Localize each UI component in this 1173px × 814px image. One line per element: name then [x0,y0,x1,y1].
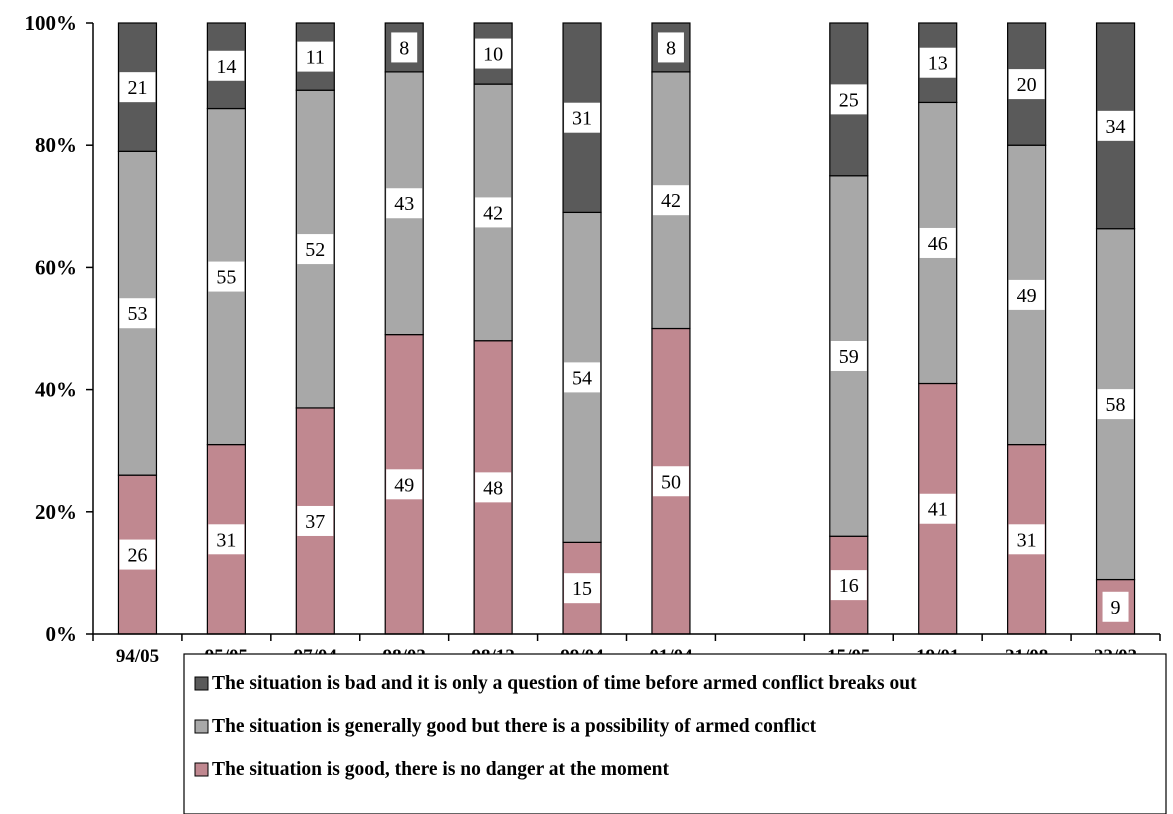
data-label: 54 [572,367,592,389]
legend-box [183,653,1167,814]
data-label-box [564,102,601,133]
data-label-box [919,227,956,258]
data-label-box [1097,389,1134,420]
data-label-box [652,466,689,497]
data-label-box [919,47,956,78]
data-label-box [1097,110,1134,141]
data-label: 21 [127,77,147,99]
data-label: 8 [666,37,676,59]
data-label: 9 [1111,597,1121,619]
data-label-box [1008,279,1045,310]
y-tick-label: 40% [35,378,77,402]
data-label: 42 [483,202,503,224]
data-label: 49 [1017,285,1037,307]
data-label-box [297,41,334,72]
y-tick-label: 100% [25,11,78,35]
legend-label: The situation is bad and it is only a qu… [212,673,917,694]
data-label-box [297,505,334,536]
data-label-box [208,261,245,292]
data-label-box [1008,69,1045,100]
y-axis: 0% 20% 40% 60% 80% 100% [25,11,94,646]
data-label: 20 [1017,74,1037,96]
data-label: 25 [839,89,859,111]
data-label-box [119,72,156,103]
data-label-box [652,185,689,216]
data-label-box [475,38,512,69]
legend: The situation is bad and it is only a qu… [183,653,1167,814]
data-labels: 26 53 21 31 55 14 37 52 11 49 43 8 48 42 10 15 54 31 50 42 8… [119,32,1134,622]
data-label-box [386,188,423,219]
data-label-box [208,524,245,555]
legend-swatch [194,762,209,777]
data-label: 59 [839,346,859,368]
data-label-box [386,469,423,500]
data-label: 13 [928,53,948,75]
data-label-box [919,493,956,524]
legend-swatch [194,719,209,734]
data-label: 43 [394,193,414,215]
data-label-box [830,340,867,371]
legend-swatch [194,676,209,691]
y-tick-label: 20% [35,500,77,524]
data-label: 52 [305,239,325,261]
data-label-box [1102,591,1129,622]
data-label: 49 [394,474,414,496]
x-tick-label: 94/05 [116,646,159,667]
data-label: 58 [1106,394,1126,416]
y-tick-label: 80% [35,133,77,157]
y-tick-label: 0% [46,622,78,646]
data-label-box [830,84,867,115]
data-label: 11 [306,47,325,69]
data-label: 55 [216,267,236,289]
data-label-box [119,539,156,570]
data-label-box [564,573,601,604]
data-label-box [475,197,512,228]
data-label: 41 [928,499,948,521]
data-label: 53 [127,303,147,325]
legend-label: The situation is generally good but ther… [212,716,817,737]
data-label: 15 [572,578,592,600]
data-label-box [657,32,684,63]
data-label: 48 [483,477,503,499]
data-label: 31 [572,108,592,130]
legend-label: The situation is good, there is no dange… [212,759,670,780]
data-label: 37 [305,511,325,533]
data-label: 16 [839,575,859,597]
data-label-box [297,234,334,265]
data-label-box [475,472,512,503]
data-label-box [208,50,245,81]
data-label-box [119,298,156,329]
data-label-box [564,362,601,393]
y-tick-label: 60% [35,255,77,279]
data-label-box [830,570,867,601]
data-label-box [1008,524,1045,555]
data-label-box [391,32,418,63]
data-label: 34 [1106,116,1126,138]
data-label: 31 [1017,529,1037,551]
data-label: 26 [127,545,147,567]
data-label: 31 [216,529,236,551]
data-label: 50 [661,471,681,493]
data-label: 8 [399,37,409,59]
data-label: 10 [483,44,503,66]
data-label: 46 [928,233,948,255]
data-label: 42 [661,190,681,212]
data-label: 14 [216,56,236,78]
bars [117,22,1136,635]
